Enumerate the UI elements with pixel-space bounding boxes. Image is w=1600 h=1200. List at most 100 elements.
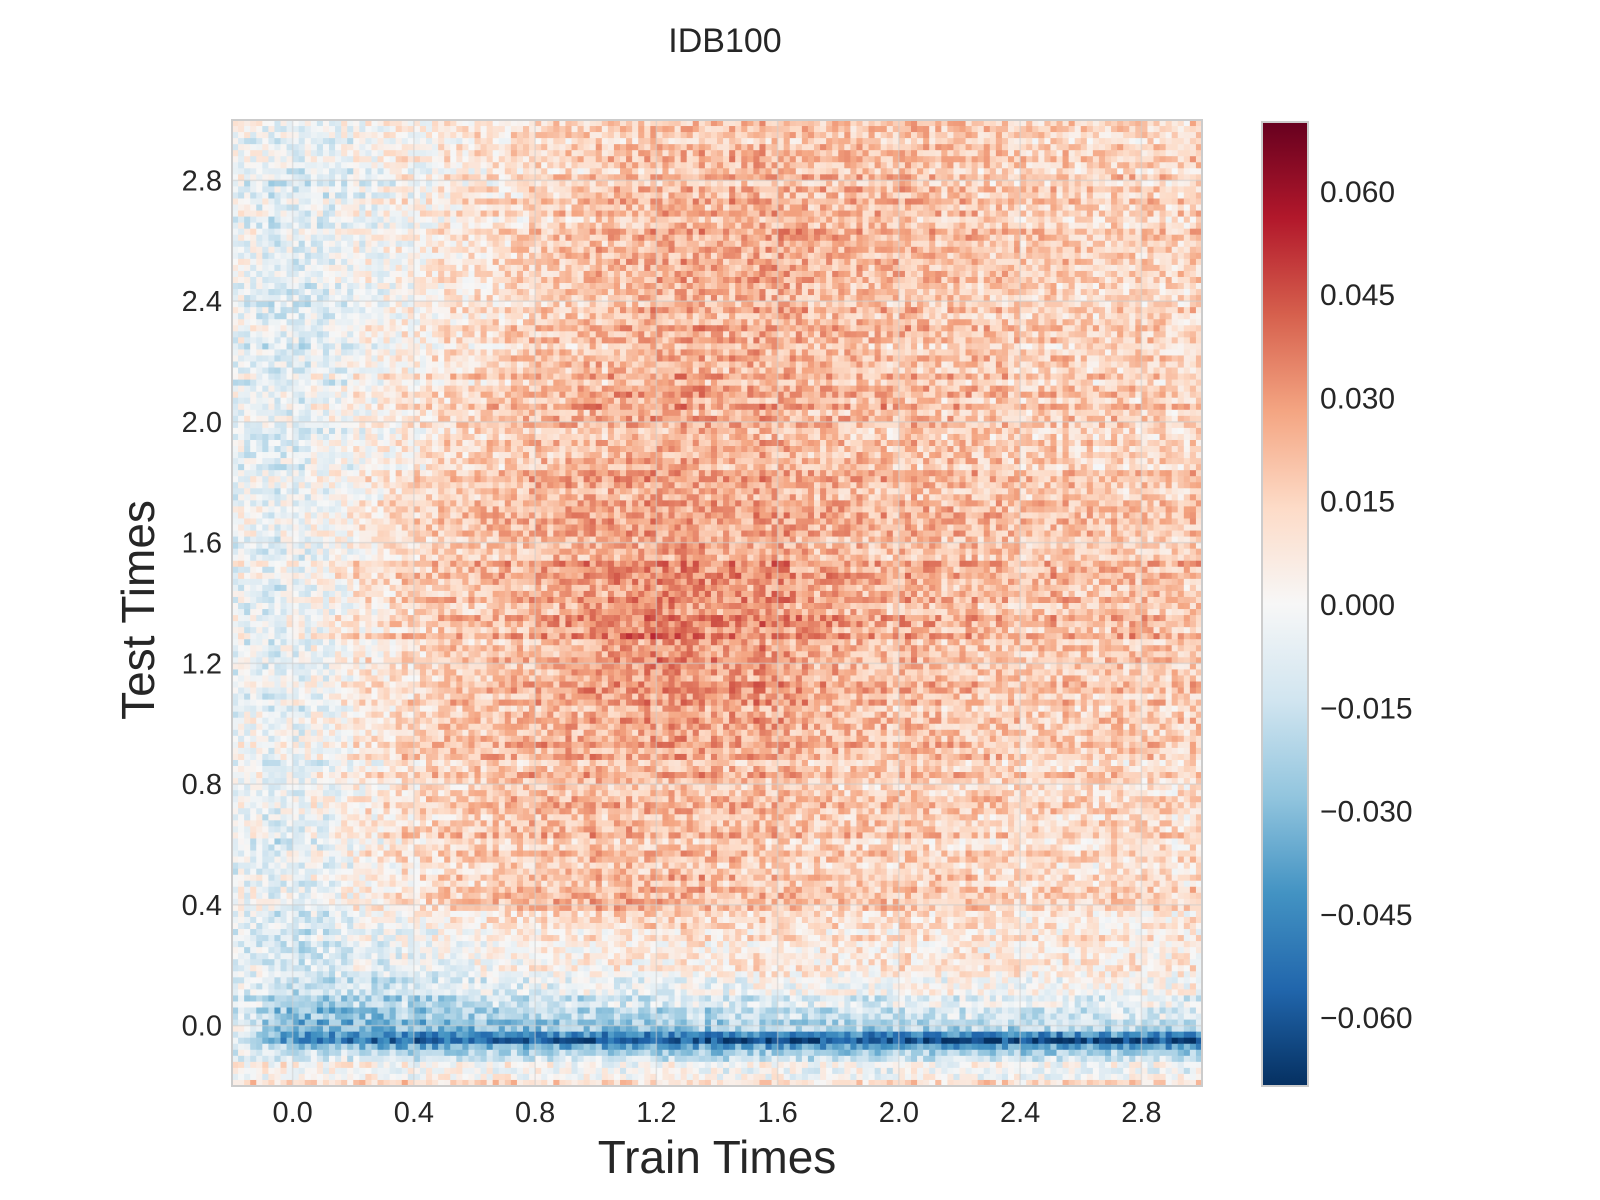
heatmap-cell xyxy=(644,264,651,272)
heatmap-cell xyxy=(741,216,748,224)
heatmap-cell xyxy=(862,192,870,200)
heatmap-cell xyxy=(820,216,827,224)
heatmap-cell xyxy=(717,240,724,248)
heatmap-cell xyxy=(892,222,900,230)
heatmap-cell xyxy=(789,301,797,308)
heatmap-cell xyxy=(601,246,609,254)
heatmap-cell xyxy=(1105,270,1112,278)
heatmap-cell xyxy=(1147,156,1155,163)
heatmap-cell xyxy=(1195,192,1203,200)
heatmap-cell xyxy=(880,270,888,278)
heatmap-cell xyxy=(462,270,470,278)
heatmap-cell xyxy=(1141,276,1149,284)
heatmap-cell xyxy=(377,289,385,296)
heatmap-cell xyxy=(904,240,912,248)
heatmap-cell xyxy=(941,258,948,266)
heatmap-cell xyxy=(1141,283,1149,290)
heatmap-cell xyxy=(868,162,876,169)
heatmap-cell xyxy=(741,168,748,175)
heatmap-cell xyxy=(523,276,530,284)
heatmap-cell xyxy=(310,307,318,314)
heatmap-cell xyxy=(741,210,748,218)
heatmap-cell xyxy=(468,283,476,290)
heatmap-cell xyxy=(1068,156,1076,163)
heatmap-cell xyxy=(662,150,670,157)
heatmap-cell xyxy=(341,222,348,230)
heatmap-cell xyxy=(1020,198,1027,206)
heatmap-cell xyxy=(820,126,827,133)
heatmap-cell xyxy=(1111,162,1118,169)
heatmap-cell xyxy=(1092,132,1100,139)
heatmap-cell xyxy=(322,289,330,296)
heatmap-cell xyxy=(886,162,894,169)
heatmap-cell xyxy=(935,174,942,181)
heatmap-cell xyxy=(807,120,815,127)
heatmap-cell xyxy=(377,301,385,308)
heatmap-cell xyxy=(741,222,748,230)
heatmap-cell xyxy=(553,174,560,181)
heatmap-cell xyxy=(256,252,263,260)
heatmap-cell xyxy=(783,120,791,127)
heatmap-cell xyxy=(783,222,791,230)
heatmap-cell xyxy=(256,270,263,278)
heatmap-cell xyxy=(632,216,639,224)
heatmap-cell xyxy=(498,162,506,169)
heatmap-cell xyxy=(1165,204,1173,212)
heatmap-cell xyxy=(419,276,427,284)
heatmap-cell xyxy=(523,295,530,302)
heatmap-cell xyxy=(898,234,906,242)
heatmap-cell xyxy=(1038,222,1045,230)
heatmap-cell xyxy=(1020,156,1027,163)
heatmap-cell xyxy=(1080,174,1088,181)
heatmap-cell xyxy=(1092,252,1100,260)
heatmap-cell xyxy=(1074,138,1082,145)
heatmap-cell xyxy=(438,289,445,296)
heatmap-cell xyxy=(947,120,955,127)
heatmap-cell xyxy=(644,240,651,248)
heatmap-cell xyxy=(741,252,748,260)
heatmap-cell xyxy=(1098,150,1106,157)
heatmap-cell xyxy=(571,216,579,224)
heatmap-cell xyxy=(595,210,603,218)
heatmap-cell xyxy=(989,216,997,224)
heatmap-cell xyxy=(759,132,767,139)
heatmap-cell xyxy=(1062,174,1070,181)
heatmap-cell xyxy=(510,216,518,224)
heatmap-cell xyxy=(529,168,536,175)
heatmap-cell xyxy=(965,264,973,272)
heatmap-cell xyxy=(638,289,645,296)
heatmap-cell xyxy=(1147,174,1155,181)
heatmap-cell xyxy=(595,301,603,308)
heatmap-cell xyxy=(432,150,439,157)
heatmap-cell xyxy=(650,132,657,139)
heatmap-cell xyxy=(771,150,779,157)
heatmap-cell xyxy=(765,138,773,145)
heatmap-cell xyxy=(674,301,682,308)
heatmap-cell xyxy=(747,276,754,284)
heatmap-cell xyxy=(959,295,967,302)
heatmap-cell xyxy=(989,120,997,127)
heatmap-cell xyxy=(462,289,470,296)
heatmap-cell xyxy=(613,120,621,127)
heatmap-cell xyxy=(589,283,597,290)
heatmap-cell xyxy=(413,132,421,139)
heatmap-cell xyxy=(401,174,409,181)
heatmap-cell xyxy=(535,180,542,188)
heatmap-cell xyxy=(1008,295,1015,302)
heatmap-cell xyxy=(1056,252,1064,260)
heatmap-cell xyxy=(1195,234,1203,242)
heatmap-cell xyxy=(256,150,263,157)
heatmap-cell xyxy=(874,168,882,175)
heatmap-cell xyxy=(880,228,888,236)
heatmap-cell xyxy=(298,301,306,308)
heatmap-cell xyxy=(1153,186,1161,194)
heatmap-cell xyxy=(292,162,300,169)
heatmap-cell xyxy=(444,168,451,175)
heatmap-cell xyxy=(1129,283,1136,290)
heatmap-cell xyxy=(759,258,767,266)
heatmap-cell xyxy=(820,174,827,181)
heatmap-cell xyxy=(947,186,955,194)
heatmap-cell xyxy=(529,198,536,206)
heatmap-cell xyxy=(559,162,567,169)
heatmap-cell xyxy=(735,240,742,248)
